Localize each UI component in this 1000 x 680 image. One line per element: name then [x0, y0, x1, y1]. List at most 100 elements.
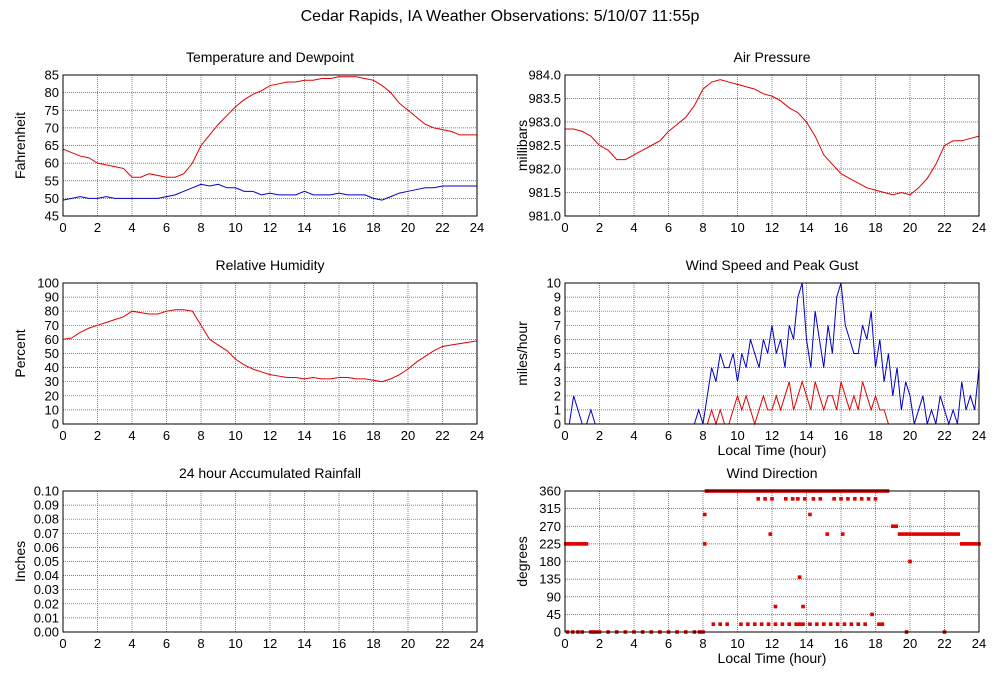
y-tick-label: 90 — [45, 290, 59, 305]
data-point — [802, 497, 807, 501]
data-point — [963, 542, 967, 546]
x-tick-label: 22 — [435, 636, 449, 651]
x-tick-label: 6 — [665, 220, 672, 235]
data-point — [939, 532, 943, 536]
data-point — [932, 532, 936, 536]
y-tick-label: 10 — [45, 402, 59, 417]
x-tick-label: 8 — [699, 428, 706, 443]
x-tick-label: 12 — [765, 220, 779, 235]
x-tick-label: 24 — [470, 636, 484, 651]
y-tick-label: 225 — [539, 536, 561, 551]
y-tick-label: 75 — [45, 103, 59, 118]
x-tick-label: 20 — [903, 636, 917, 651]
plot-frame — [62, 74, 478, 217]
data-point — [790, 497, 795, 501]
x-tick-label: 10 — [228, 428, 242, 443]
data-point — [571, 542, 576, 546]
data-point — [797, 575, 802, 579]
x-tick-label: 2 — [94, 220, 101, 235]
y-tick-label: 0.00 — [34, 625, 59, 640]
x-tick-label: 0 — [561, 636, 568, 651]
data-point — [770, 497, 774, 501]
y-tick-label: 135 — [539, 572, 561, 587]
x-tick-label: 0 — [561, 428, 568, 443]
x-tick-label: 24 — [470, 220, 484, 235]
data-point — [773, 622, 778, 626]
data-point — [832, 497, 836, 501]
data-point — [904, 532, 909, 536]
y-tick-label: 80 — [45, 85, 59, 100]
x-tick-label: 20 — [903, 428, 917, 443]
y-tick-label: 5 — [554, 346, 561, 361]
y-tick-label: 982.0 — [528, 162, 561, 177]
x-tick-label: 24 — [470, 428, 484, 443]
x-tick-label: 0 — [59, 220, 66, 235]
x-tick-label: 0 — [59, 428, 66, 443]
x-tick-label: 2 — [596, 428, 603, 443]
y-tick-label: 9 — [554, 290, 561, 305]
data-point — [746, 622, 750, 626]
data-point — [870, 612, 874, 617]
data-point — [768, 532, 773, 536]
y-tick-label: 65 — [45, 138, 59, 153]
y-tick-label: 270 — [539, 519, 561, 534]
data-point — [825, 532, 829, 536]
data-point — [873, 497, 878, 501]
y-tick-label: 50 — [45, 346, 59, 361]
x-tick-label: 6 — [163, 428, 170, 443]
data-point — [918, 532, 923, 536]
y-tick-label: 60 — [45, 156, 59, 171]
x-tick-label: 2 — [94, 636, 101, 651]
x-tick-label: 20 — [903, 220, 917, 235]
x-tick-label: 18 — [366, 428, 380, 443]
x-tick-label: 22 — [435, 220, 449, 235]
x-tick-label: 8 — [699, 220, 706, 235]
data-point — [801, 622, 805, 626]
data-point — [849, 622, 854, 626]
data-point — [901, 532, 905, 536]
y-tick-label: 983.5 — [528, 91, 561, 106]
x-tick-label: 24 — [972, 220, 986, 235]
x-tick-label: 10 — [730, 636, 744, 651]
x-tick-label: 14 — [297, 220, 311, 235]
data-point — [566, 542, 571, 546]
y-tick-label: 7 — [554, 318, 561, 333]
data-point — [853, 497, 857, 501]
data-point — [911, 532, 916, 536]
y-tick-label: 3 — [554, 374, 561, 389]
y-tick-label: 10 — [547, 276, 561, 291]
data-point — [818, 497, 823, 501]
data-point — [794, 622, 798, 626]
x-tick-label: 18 — [366, 220, 380, 235]
x-tick-label: 10 — [228, 220, 242, 235]
data-point — [953, 532, 957, 536]
y-tick-label: 100 — [37, 276, 59, 291]
y-tick-label: 0.09 — [34, 498, 59, 513]
data-point — [897, 532, 902, 536]
x-tick-label: 10 — [730, 220, 744, 235]
series-line-1 — [62, 183, 477, 201]
y-tick-label: 0.03 — [34, 582, 59, 597]
x-tick-label: 4 — [630, 636, 637, 651]
y-tick-label: 55 — [45, 173, 59, 188]
y-tick-label: 90 — [547, 589, 561, 604]
data-point — [828, 622, 833, 626]
data-point — [711, 622, 716, 626]
x-tick-label: 16 — [332, 220, 346, 235]
x-tick-label: 14 — [297, 636, 311, 651]
y-tick-label: 6 — [554, 332, 561, 347]
x-tick-label: 16 — [834, 428, 848, 443]
x-tick-label: 4 — [128, 636, 135, 651]
data-point — [759, 622, 764, 626]
x-tick-label: 12 — [263, 636, 277, 651]
data-point — [842, 622, 847, 626]
data-point — [752, 622, 757, 626]
y-tick-label: 0 — [554, 625, 561, 640]
data-point — [908, 559, 912, 564]
x-tick-label: 20 — [401, 428, 415, 443]
x-tick-label: 4 — [128, 428, 135, 443]
data-point — [569, 542, 573, 546]
data-point — [725, 622, 729, 626]
plot-frame — [564, 490, 980, 633]
